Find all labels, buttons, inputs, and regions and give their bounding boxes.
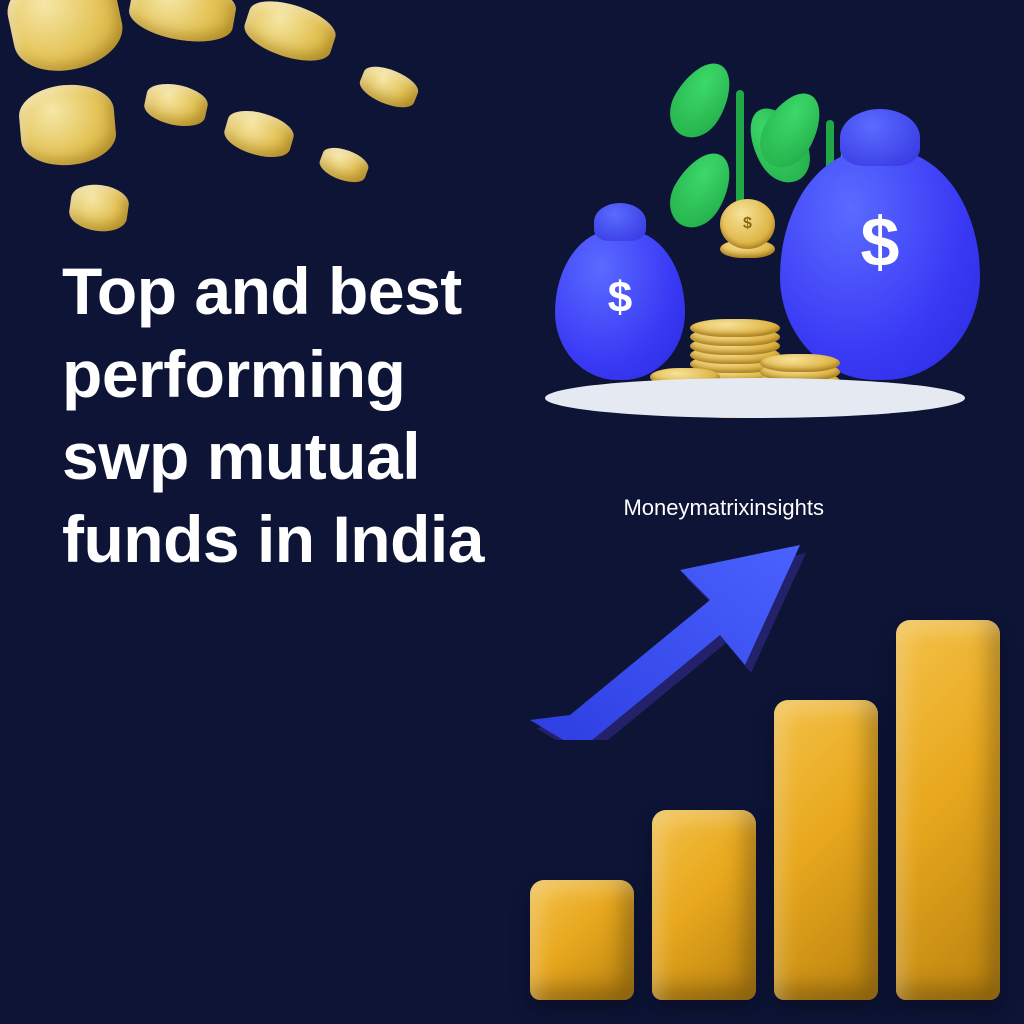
brand-label: Moneymatrixinsights <box>623 495 824 521</box>
coin-icon <box>142 79 211 131</box>
chart-bar <box>652 810 756 1000</box>
chart-bar <box>774 700 878 1000</box>
coin-icon <box>17 81 119 169</box>
headline-text: Top and best performing swp mutual funds… <box>62 250 502 580</box>
plate <box>545 378 965 418</box>
coin-icon <box>67 181 131 235</box>
dollar-icon: $ <box>608 273 632 323</box>
coin-icon <box>316 143 371 188</box>
coin-stack: $ <box>720 230 775 258</box>
bar-chart <box>530 600 1000 1000</box>
coin-icon <box>126 0 240 49</box>
dollar-icon: $ <box>861 202 900 282</box>
chart-bar <box>896 620 1000 1000</box>
coin-icon <box>221 104 298 163</box>
coin-icon <box>1 0 129 80</box>
coin-icon <box>356 60 423 113</box>
chart-bar <box>530 880 634 1000</box>
coin-icon <box>239 0 341 70</box>
